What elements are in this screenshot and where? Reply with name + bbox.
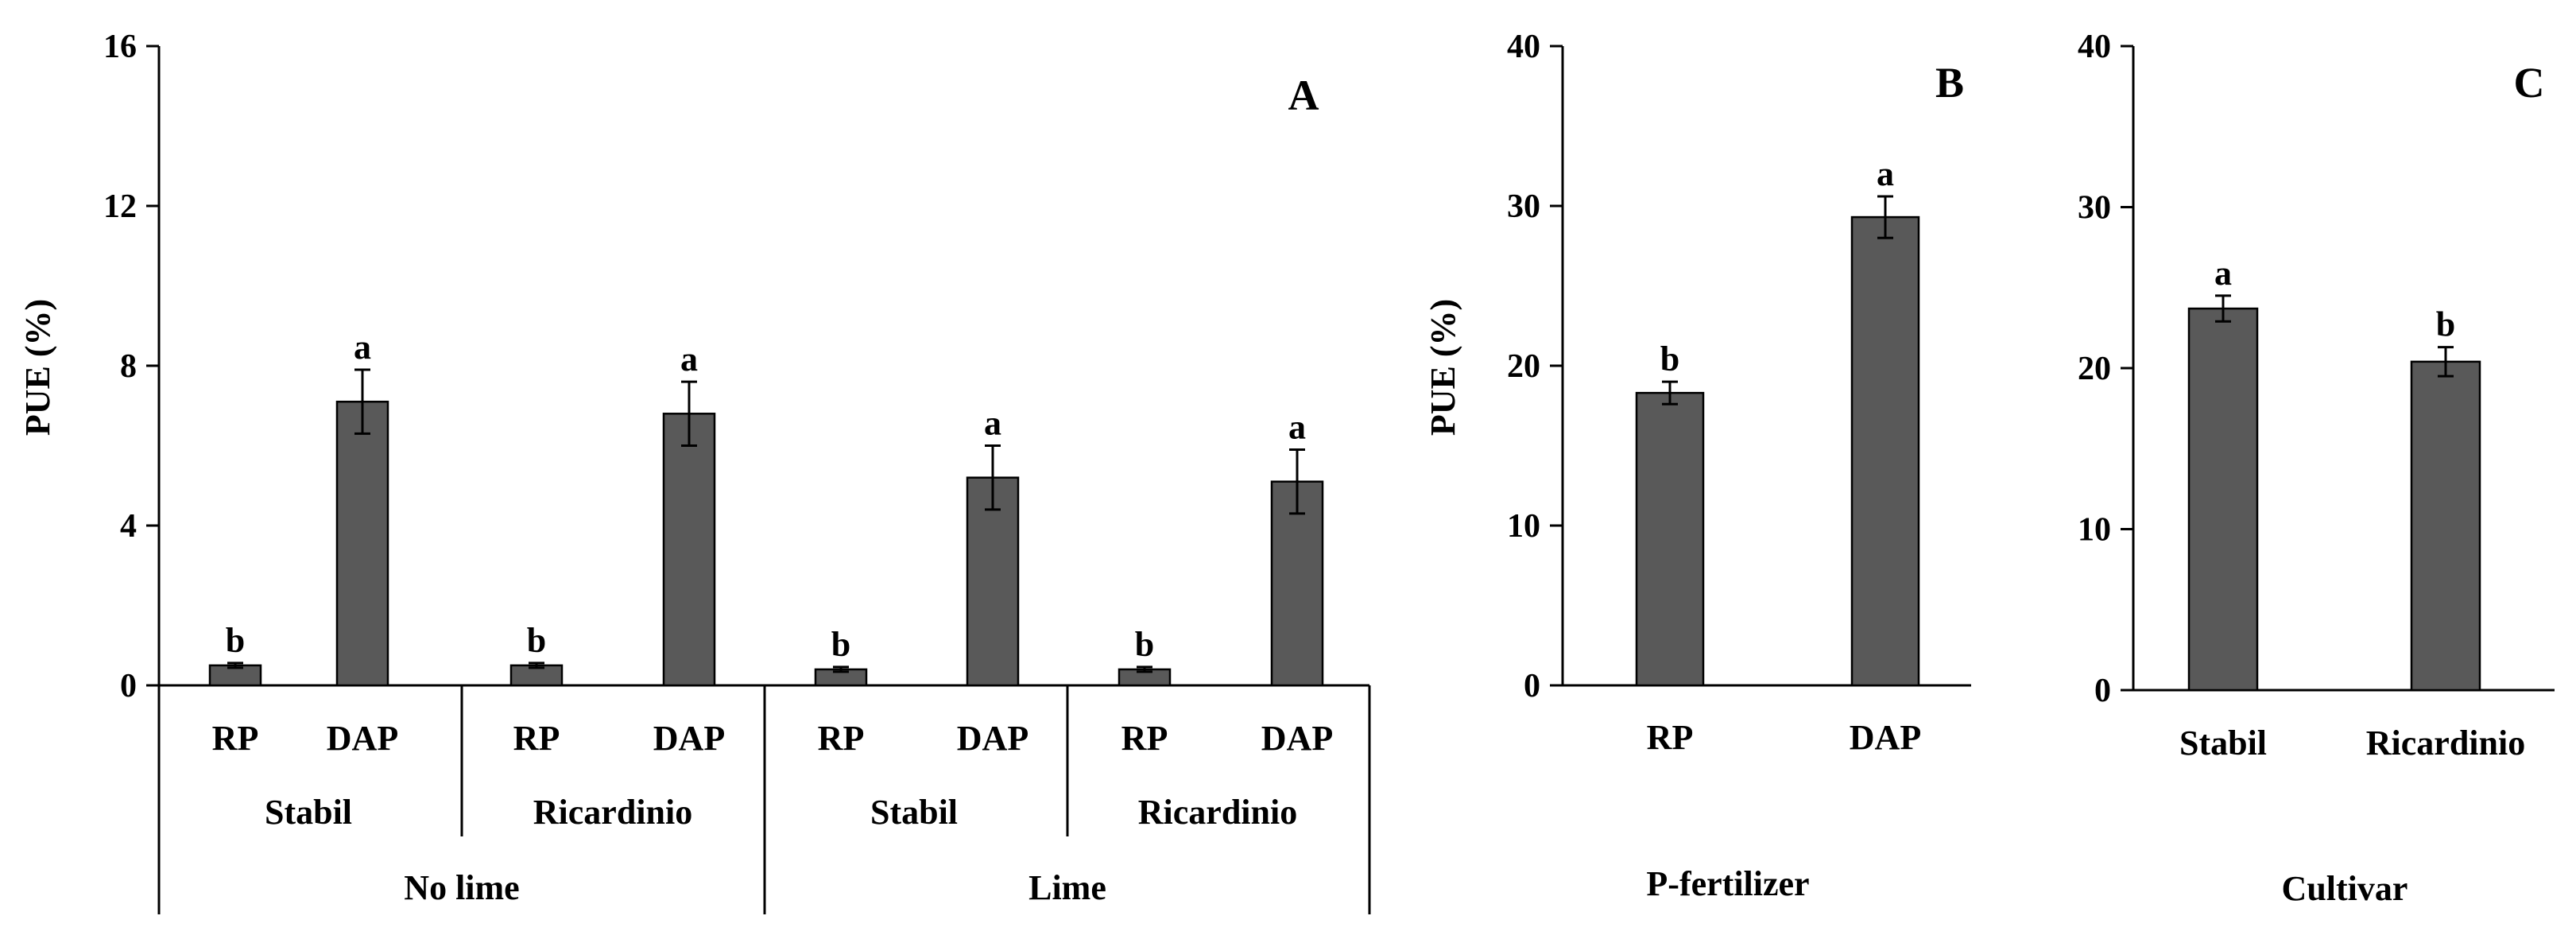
panel-c-bar <box>2187 307 2259 692</box>
panel-a-category-label: DAP <box>1261 719 1333 758</box>
panel-b-y-tick-label: 40 <box>1507 29 1540 65</box>
panel-a-cultivar-label: Ricardinio <box>1138 793 1297 832</box>
panel-a-category-label: RP <box>1121 719 1168 758</box>
panel-a-significance-letter: b <box>1135 625 1154 664</box>
panel-a-bar <box>966 476 1020 687</box>
panel-c-y-tick-label: 20 <box>2078 351 2111 387</box>
panel-b-y-axis-label: PUE (%) <box>1424 299 1462 436</box>
panel-c-category-label: Ricardinio <box>2366 724 2525 762</box>
panel-a-category-label: RP <box>513 719 560 758</box>
panel-c-y-tick-label: 10 <box>2078 512 2111 549</box>
panel-a-y-tick-label: 16 <box>103 29 137 65</box>
panel-b-y-tick-label: 30 <box>1507 188 1540 225</box>
panel-a-cultivar-label: Stabil <box>870 793 958 832</box>
panel-a-bar <box>662 413 716 687</box>
panel-a-significance-letter: b <box>527 621 546 660</box>
panel-a-lime-label: Lime <box>1028 868 1106 907</box>
panel-a-y-tick-label: 0 <box>120 668 137 704</box>
panel-a: A PUE (%) 0 4 8 12 16 b RP a DAP b RP a DAP b RP a DAP b R… <box>18 29 1371 914</box>
panel-a-category-label: DAP <box>327 719 398 758</box>
panel-b-significance-letter: a <box>1877 154 1894 193</box>
panel-b-y-tick-label: 10 <box>1507 508 1540 545</box>
panel-b-y-tick-label: 20 <box>1507 348 1540 385</box>
panel-b-bar <box>1850 215 1920 687</box>
panel-c-significance-letter: a <box>2214 254 2232 293</box>
panel-a-category-label: DAP <box>957 719 1028 758</box>
panel-a-category-label: RP <box>818 719 865 758</box>
panel-c-plot: 0 10 20 30 40 a Stabil b Ricardinio <box>2078 29 2555 762</box>
panel-b-y-tick-label: 0 <box>1524 668 1540 704</box>
panel-a-plot: 0 4 8 12 16 b RP a DAP b RP a DAP b RP a DAP b RP a DAP Stabi… <box>103 29 1371 914</box>
panel-b-plot: 0 10 20 30 40 b RP a DAP <box>1507 29 1971 757</box>
panel-b-x-axis-label: P-fertilizer <box>1646 864 1809 903</box>
panel-c-x-axis-label: Cultivar <box>2282 869 2408 908</box>
panel-c-significance-letter: b <box>2436 305 2455 344</box>
panel-a-lime-label: No lime <box>404 868 519 907</box>
panel-a-y-axis-label: PUE (%) <box>18 299 57 436</box>
panel-c-y-tick-label: 30 <box>2078 190 2111 227</box>
panel-a-significance-letter: b <box>226 621 245 660</box>
panel-b-significance-letter: b <box>1660 340 1679 378</box>
panel-a-significance-letter: a <box>984 404 1001 443</box>
panel-c-y-tick-label: 40 <box>2078 29 2111 65</box>
panel-a-bar <box>1270 480 1324 687</box>
panel-a-significance-letter: a <box>354 328 371 367</box>
panel-c-letter: C <box>2514 59 2545 107</box>
panel-a-category-label: RP <box>212 719 259 758</box>
panel-b-category-label: RP <box>1647 718 1694 757</box>
panel-a-y-tick-label: 8 <box>120 348 137 385</box>
panel-b: B PUE (%) P-fertilizer 0 10 20 30 40 b RP a DAP <box>1424 29 1971 903</box>
panel-a-cultivar-label: Stabil <box>265 793 352 832</box>
panel-c: C Cultivar 0 10 20 30 40 a Stabil b Ricardinio <box>2078 29 2555 908</box>
panel-a-cultivar-label: Ricardinio <box>533 793 692 832</box>
panel-a-y-tick-label: 12 <box>103 188 137 225</box>
panel-b-letter: B <box>1935 59 1964 107</box>
panel-c-bar <box>2410 360 2481 692</box>
panel-a-letter: A <box>1288 72 1319 119</box>
panel-a-significance-letter: a <box>680 340 698 378</box>
panel-c-category-label: Stabil <box>2179 724 2267 762</box>
panel-b-bar <box>1635 391 1705 687</box>
panel-a-y-tick-label: 4 <box>120 508 137 545</box>
panel-b-category-label: DAP <box>1850 718 1921 757</box>
panel-a-category-label: DAP <box>653 719 725 758</box>
panel-a-significance-letter: b <box>831 625 850 664</box>
panel-a-significance-letter: a <box>1288 408 1306 447</box>
panel-c-y-tick-label: 0 <box>2094 673 2111 709</box>
panel-a-bar <box>335 400 389 687</box>
